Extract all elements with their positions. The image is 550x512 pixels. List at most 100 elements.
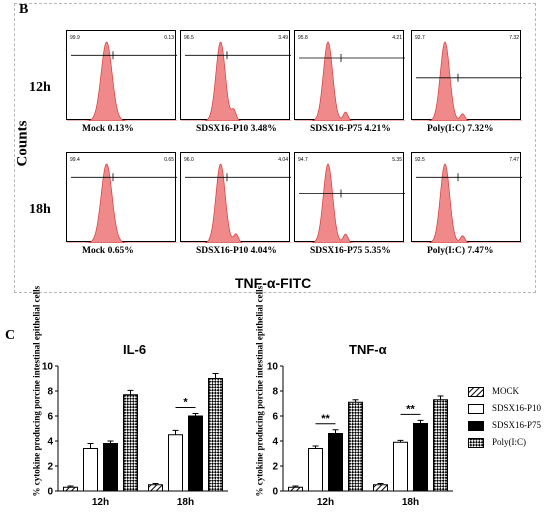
row-label-12h: 12h [29,80,51,95]
histogram-peak [412,163,522,243]
histogram-caption: SDSX16-P10 4.04% [196,246,277,256]
counts-axis-title: Counts [14,120,31,167]
legend-label-polyic: Poly(I:C) [492,437,527,447]
fitc-axis-title: TNF-α-FITC [235,275,312,291]
y-tick-label: 8 [47,387,53,398]
y-tick-label: 4 [47,437,53,448]
histogram-18h-1: 99.4 0.65 [66,152,177,243]
bar-sdsx16-p75-12h [328,433,343,492]
histogram-18h-3: 94.7 5.35 [294,152,405,243]
bar-poly-i-c--18h [433,399,448,492]
bar-sdsx16-p10-18h [393,441,408,492]
panel-b-frame [14,3,536,293]
legend-swatch-fill [468,387,484,397]
histogram-peak [295,41,405,121]
bar-poly-i-c--12h [348,401,363,492]
legend-swatch-p10 [468,404,484,414]
histogram-plot: 96.0 4.04 [181,157,291,243]
bar-sdsx16-p10-12h [83,448,98,492]
legend-swatch-fill [468,404,484,414]
histogram-peak [67,41,177,121]
x-tick-label: 18h [177,497,194,508]
panel-c-letter: C [5,328,16,343]
tnf-y-axis-title: % cytokine producing porcine intestinal … [254,285,265,497]
histogram-peak [181,41,291,121]
histogram-plot: 99.4 0.65 [67,157,177,243]
y-tick-label: 6 [272,412,278,423]
histogram-18h-2: 96.0 4.04 [180,152,291,243]
legend-label-p10: SDSX16-P10 [492,403,542,413]
gate-right-value: 0.65 [164,157,174,163]
histogram-caption: SDSX16-P75 4.21% [310,124,391,134]
histogram-peak [67,163,177,243]
x-tick-label: 18h [402,497,419,508]
row-label-18h: 18h [29,202,51,217]
legend-item-polyic: Poly(I:C) [468,437,550,451]
x-tick-label: 12h [92,497,109,508]
gate-right-value: 4.04 [278,157,288,163]
histogram-caption: Mock 0.13% [82,124,134,134]
gate-left-value: 96.5 [184,35,194,41]
histogram-caption: Mock 0.65% [82,246,134,256]
gate-right-value: 5.35 [392,157,402,163]
bar-mock-18h [148,484,163,492]
bar-poly-i-c--18h [208,378,223,492]
significance-marker: * [183,397,188,409]
significance-marker: ** [321,413,330,425]
histogram-plot: 95.8 4.21 [295,35,405,121]
gate-left-value: 96.0 [184,157,194,163]
y-tick-label: 0 [272,487,278,498]
histogram-caption: Poly(I:C) 7.32% [427,124,494,134]
legend-label-p75: SDSX16-P75 [492,420,542,430]
gate-right-value: 0.13 [164,35,174,41]
histogram-12h-3: 95.8 4.21 [294,30,405,121]
legend-swatch-mock [468,387,484,397]
bar-sdsx16-p10-18h [168,434,183,492]
histogram-peak [295,163,405,243]
histogram-plot: 92.5 7.47 [412,157,522,243]
panel-b-letter: B [19,2,29,17]
gate-right-value: 7.47 [509,157,519,163]
bar-poly-i-c--12h [123,394,138,492]
tnf-chart-title: TNF-α [349,342,387,357]
bar-sdsx16-p75-18h [413,423,428,492]
histogram-12h-4: 92.7 7.32 [411,30,522,121]
gate-left-value: 92.7 [415,35,425,41]
y-tick-label: 2 [47,462,53,473]
legend-item-p75: SDSX16-P75 [468,420,550,434]
gate-left-value: 95.8 [298,35,308,41]
y-tick-label: 8 [272,387,278,398]
y-tick-label: 0 [47,487,53,498]
y-tick-label: 10 [42,362,54,373]
il6-bar-chart: 0 2 4 6 8 10 12h 18h * [42,362,228,508]
histogram-plot: 99.9 0.13 [67,35,177,121]
significance-marker: ** [406,403,415,415]
legend-swatch-polyic [468,438,484,448]
bar-sdsx16-p75-18h [188,415,203,492]
gate-left-value: 99.9 [70,35,80,41]
il6-chart-title: IL-6 [123,342,147,357]
bar-mock-18h [373,484,388,492]
bar-sdsx16-p75-12h [103,443,118,492]
histogram-peak [181,163,291,243]
gate-right-value: 4.21 [392,35,402,41]
histogram-plot: 96.5 3.49 [181,35,291,121]
x-tick-label: 12h [317,497,334,508]
legend-item-mock: MOCK [468,386,550,400]
legend-item-p10: SDSX16-P10 [468,403,550,417]
histogram-12h-2: 96.5 3.49 [180,30,291,121]
legend-swatch-fill [468,421,484,431]
gate-right-value: 7.32 [509,35,519,41]
legend-label-mock: MOCK [492,386,520,396]
histogram-18h-4: 92.5 7.47 [411,152,522,243]
bar-mock-12h [288,486,303,492]
histogram-peak [412,41,522,121]
y-tick-label: 2 [272,462,278,473]
legend-swatch-fill [468,438,484,448]
histogram-caption: SDSX16-P75 5.35% [310,246,391,256]
gate-right-value: 3.49 [278,35,288,41]
bar-sdsx16-p10-12h [308,448,323,492]
y-tick-label: 10 [267,362,279,373]
histogram-caption: Poly(I:C) 7.47% [427,246,494,256]
bar-mock-12h [63,486,78,492]
